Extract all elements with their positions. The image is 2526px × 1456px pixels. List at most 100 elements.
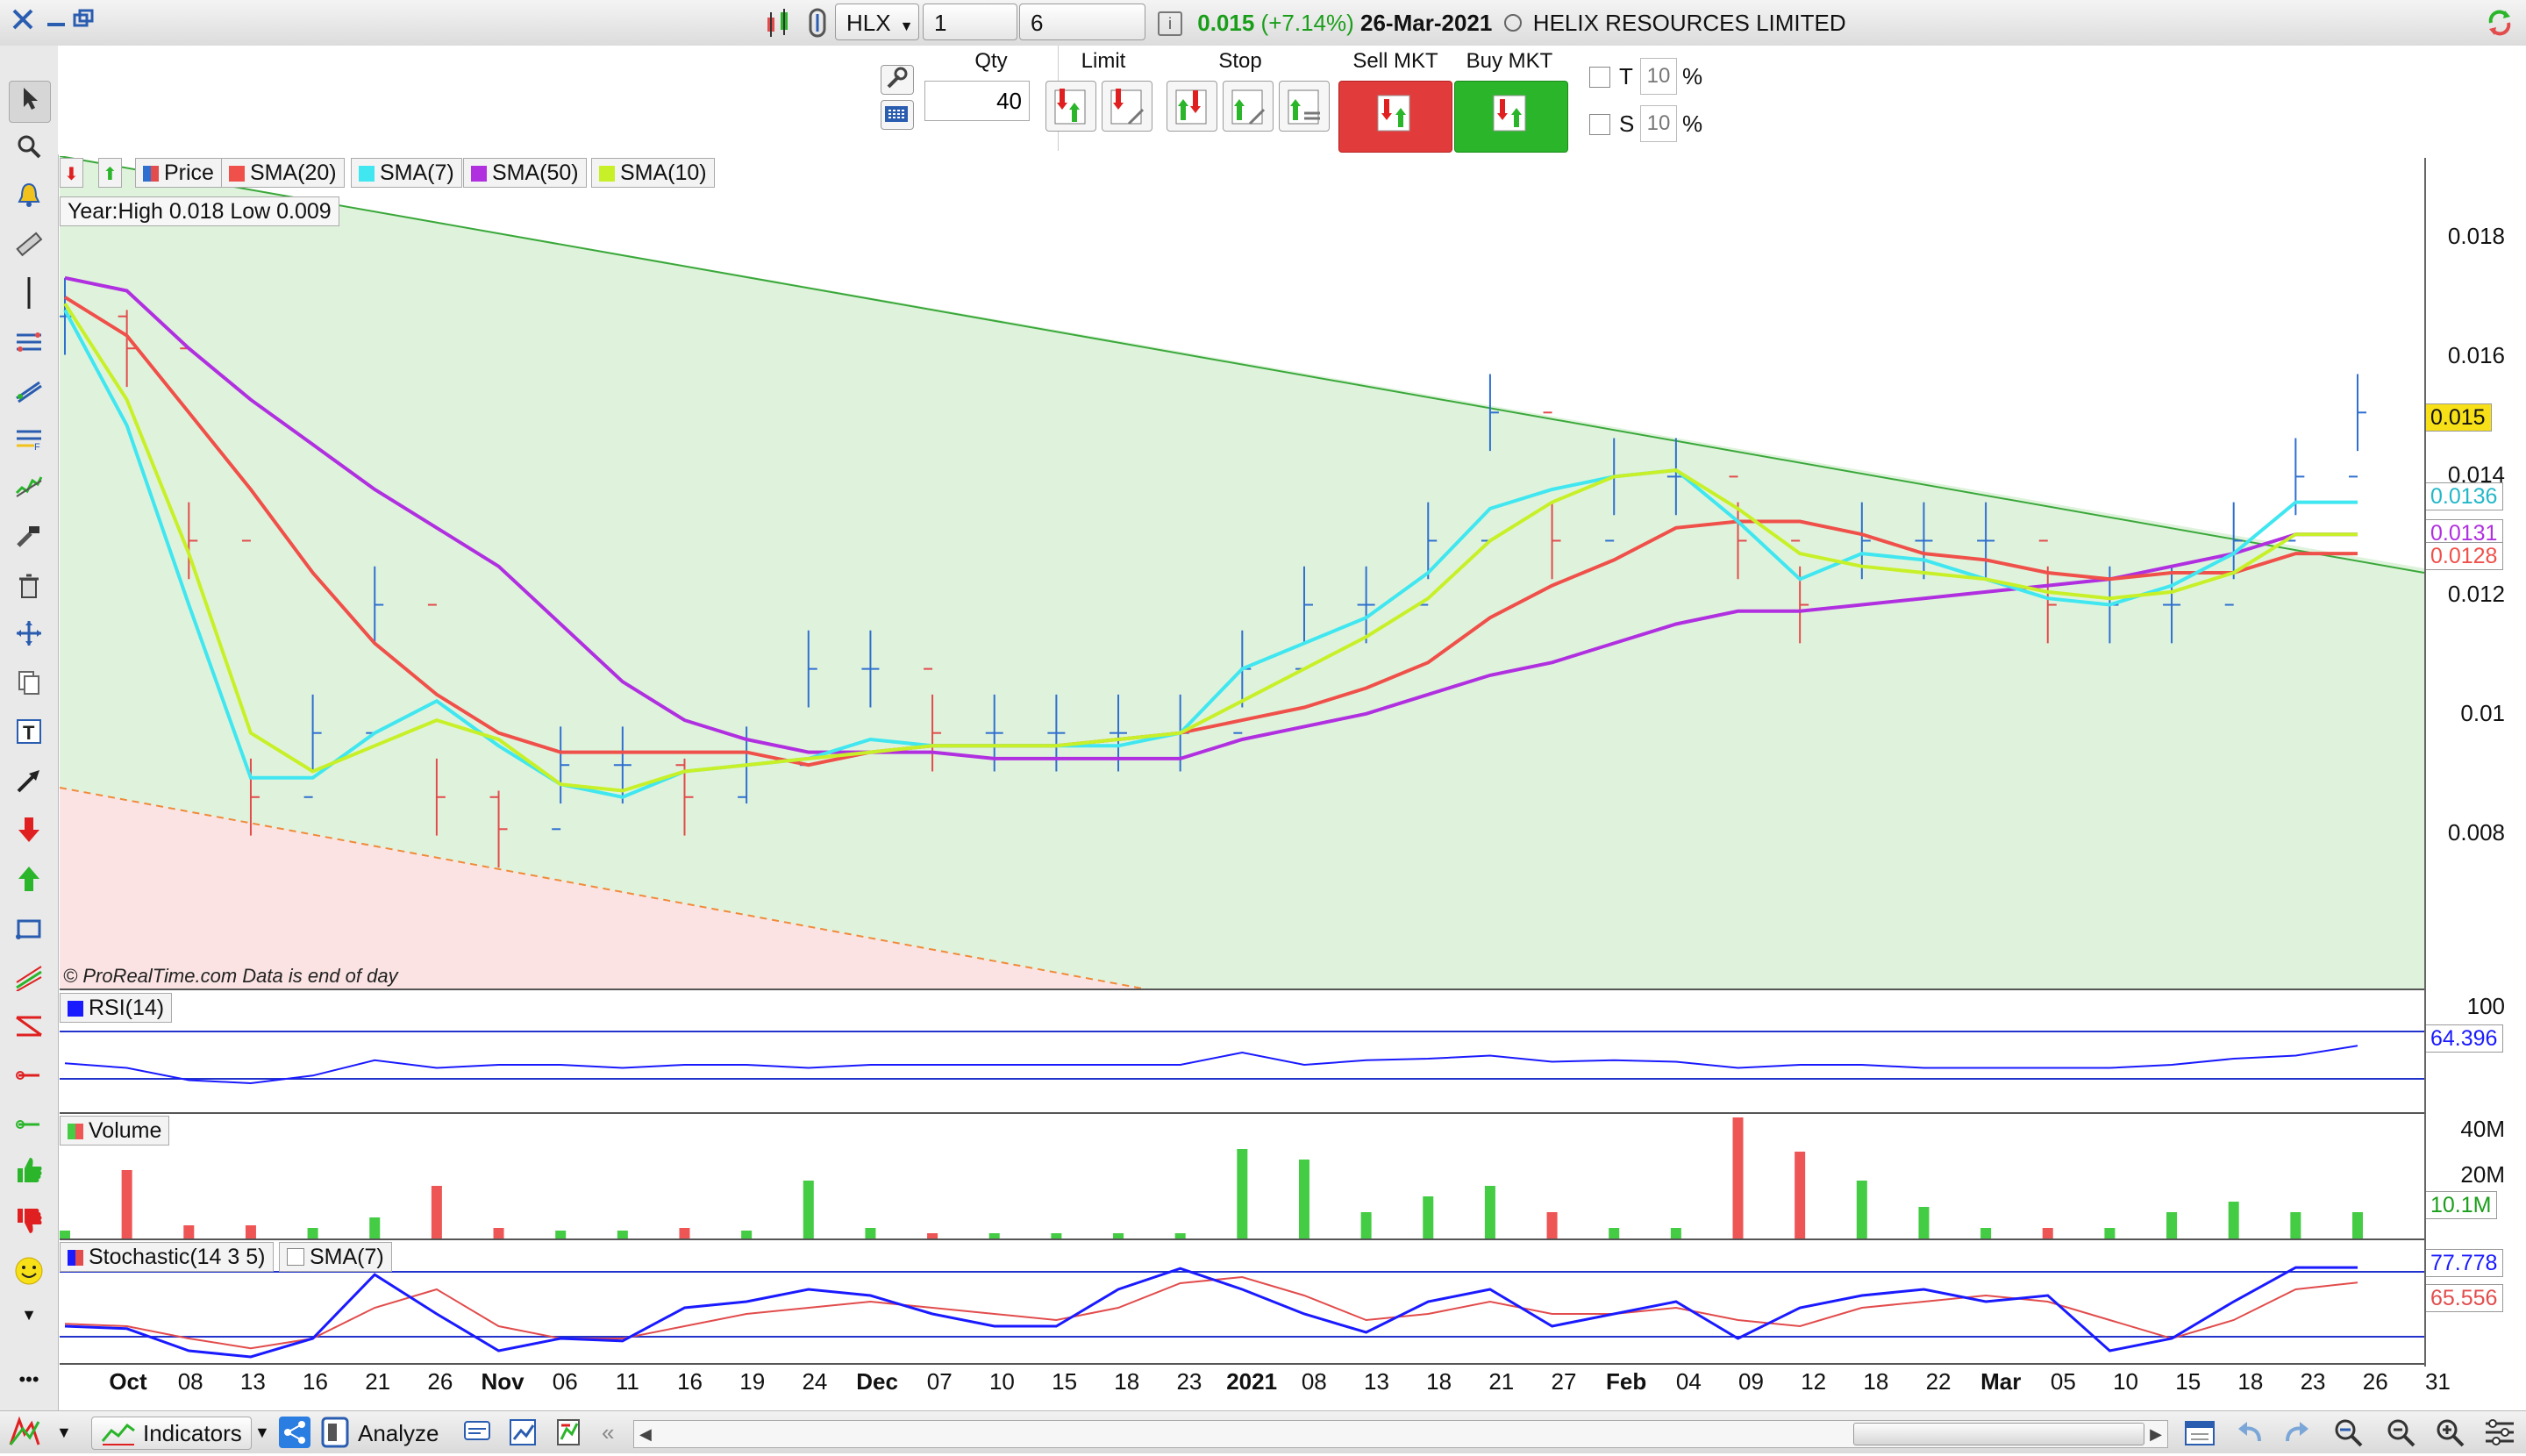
trend-line-icon[interactable]	[9, 470, 49, 510]
link-icon[interactable]	[805, 7, 830, 39]
x-tick-label: 2021	[1226, 1368, 1278, 1395]
chevron-down-icon[interactable]: ▼	[254, 1424, 270, 1441]
prorealtime-logo-icon[interactable]	[7, 1416, 42, 1448]
legend-sma10[interactable]: SMA(10)	[591, 158, 715, 188]
take-profit-input[interactable]: 10	[1640, 58, 1677, 95]
interval-dropdown[interactable]: 1 day▼	[923, 4, 1017, 73]
share-icon[interactable]	[279, 1417, 310, 1448]
x-tick-label: 23	[1176, 1368, 1202, 1395]
stop-loss-input[interactable]: 10	[1640, 105, 1677, 142]
up-arrow-icon[interactable]	[9, 863, 49, 903]
price-y-axis: 0.018 0.016 0.014 0.012 0.01 0.008	[2424, 156, 2526, 989]
stochastic-chart[interactable]	[60, 1240, 2424, 1363]
trash-icon[interactable]	[9, 570, 49, 610]
tools-icon[interactable]	[9, 521, 49, 561]
zoom-icon[interactable]	[9, 130, 49, 170]
wrench-icon[interactable]	[881, 65, 914, 95]
redo-icon[interactable]	[2280, 1417, 2312, 1448]
legend-sma50[interactable]: SMA(50)	[463, 158, 587, 188]
volume-bar	[1237, 1149, 1248, 1238]
alert-bell-icon[interactable]	[9, 179, 49, 219]
pane-divider	[60, 989, 2424, 990]
scrollbar-thumb[interactable]	[1853, 1423, 2144, 1445]
stop-buy-button[interactable]	[1167, 81, 1217, 132]
resistance-trendline[interactable]	[60, 156, 2424, 574]
rectangle-tool-icon[interactable]	[9, 912, 49, 953]
fibonacci-icon[interactable]	[9, 326, 49, 367]
limit-buy-button[interactable]	[1045, 81, 1096, 132]
zoom-fit-icon[interactable]	[2331, 1417, 2366, 1448]
alert-radio-icon[interactable]	[1503, 14, 1522, 32]
keypad-icon[interactable]	[881, 100, 914, 130]
scroll-right-icon[interactable]: ▶	[2150, 1425, 2162, 1443]
arrow-tool-icon[interactable]	[9, 765, 49, 805]
restore-icon[interactable]	[72, 7, 95, 39]
minimize-icon[interactable]	[46, 7, 67, 39]
period-dropdown[interactable]: 6 months▼	[1019, 4, 1145, 73]
screener-icon[interactable]	[507, 1417, 539, 1448]
chevron-down-icon[interactable]: ▼	[56, 1424, 72, 1441]
channel-icon[interactable]	[9, 374, 49, 414]
undo-icon[interactable]	[2235, 1417, 2266, 1448]
line-start-icon[interactable]	[9, 1109, 49, 1149]
zoom-out-icon[interactable]	[2384, 1417, 2419, 1448]
x-tick-label: 13	[1364, 1368, 1389, 1395]
stop-sell-button[interactable]	[1223, 81, 1274, 132]
legend-volume[interactable]: Volume	[60, 1116, 170, 1146]
chat-icon[interactable]	[461, 1417, 493, 1448]
backtest-icon[interactable]	[553, 1417, 584, 1448]
calendar-icon[interactable]	[2182, 1417, 2217, 1448]
price-chart[interactable]	[60, 156, 2424, 989]
vertical-line-icon[interactable]	[9, 275, 49, 316]
indicators-button[interactable]: Indicators	[91, 1417, 252, 1450]
regression-icon[interactable]	[9, 961, 49, 1002]
buy-market-button[interactable]	[1454, 81, 1568, 153]
close-icon[interactable]	[11, 7, 35, 39]
horizontal-line-icon[interactable]: F	[9, 421, 49, 461]
settings-icon[interactable]	[2482, 1417, 2517, 1448]
qty-input[interactable]	[924, 81, 1030, 121]
horizontal-scrollbar[interactable]: ◀ ▶	[633, 1420, 2168, 1448]
smiley-icon[interactable]	[9, 1256, 49, 1296]
stop-limit-button[interactable]	[1279, 81, 1330, 132]
zoom-in-icon[interactable]	[2433, 1417, 2468, 1448]
support-trendline[interactable]	[60, 787, 1148, 989]
ruler-icon[interactable]	[9, 228, 49, 268]
refresh-icon[interactable]	[2484, 7, 2515, 39]
collapse-down-icon[interactable]: ⬇	[60, 158, 83, 188]
copy-icon[interactable]	[9, 667, 49, 707]
svg-text:F: F	[34, 442, 40, 451]
legend-stoch-sma[interactable]: SMA(7)	[279, 1242, 392, 1272]
move-icon[interactable]	[9, 617, 49, 658]
limit-sell-button[interactable]	[1102, 81, 1152, 132]
take-profit-checkbox[interactable]	[1589, 67, 1610, 88]
legend-rsi[interactable]: RSI(14)	[60, 993, 173, 1023]
scroll-down-icon[interactable]: ▼	[21, 1306, 37, 1324]
more-icon[interactable]: •••	[18, 1368, 39, 1390]
qty-label: Qty	[974, 49, 1008, 73]
legend-stochastic[interactable]: Stochastic(14 3 5)	[60, 1242, 274, 1272]
text-tool-icon[interactable]: T	[9, 716, 49, 756]
pointer-icon[interactable]	[9, 81, 51, 123]
double-chevron-left-icon[interactable]: «	[602, 1419, 615, 1445]
thumbs-down-icon[interactable]	[9, 1205, 49, 1245]
line-end-icon[interactable]	[9, 1060, 49, 1100]
info-icon[interactable]: i	[1158, 11, 1182, 36]
legend-sma7[interactable]: SMA(7)	[351, 158, 462, 188]
down-arrow-icon[interactable]	[9, 814, 49, 854]
stop-loss-checkbox[interactable]	[1589, 114, 1610, 135]
legend-sma20[interactable]: SMA(20)	[221, 158, 345, 188]
thumbs-up-icon[interactable]	[9, 1156, 49, 1196]
scroll-left-icon[interactable]: ◀	[639, 1425, 652, 1443]
sma-line-7	[63, 309, 2358, 799]
volume-chart[interactable]	[60, 1114, 2424, 1238]
pitchfork-icon[interactable]	[9, 1010, 49, 1051]
collapse-up-icon[interactable]: ⬆	[98, 158, 122, 188]
analyze-button[interactable]: Analyze	[319, 1417, 439, 1448]
chart-type-icon[interactable]	[763, 7, 795, 39]
symbol-dropdown[interactable]: HLX ▼	[835, 4, 919, 40]
indicators-label: Indicators	[143, 1420, 242, 1446]
rsi-chart[interactable]	[60, 991, 2424, 1114]
sell-market-button[interactable]	[1338, 81, 1452, 153]
legend-price[interactable]: Price	[135, 158, 222, 188]
